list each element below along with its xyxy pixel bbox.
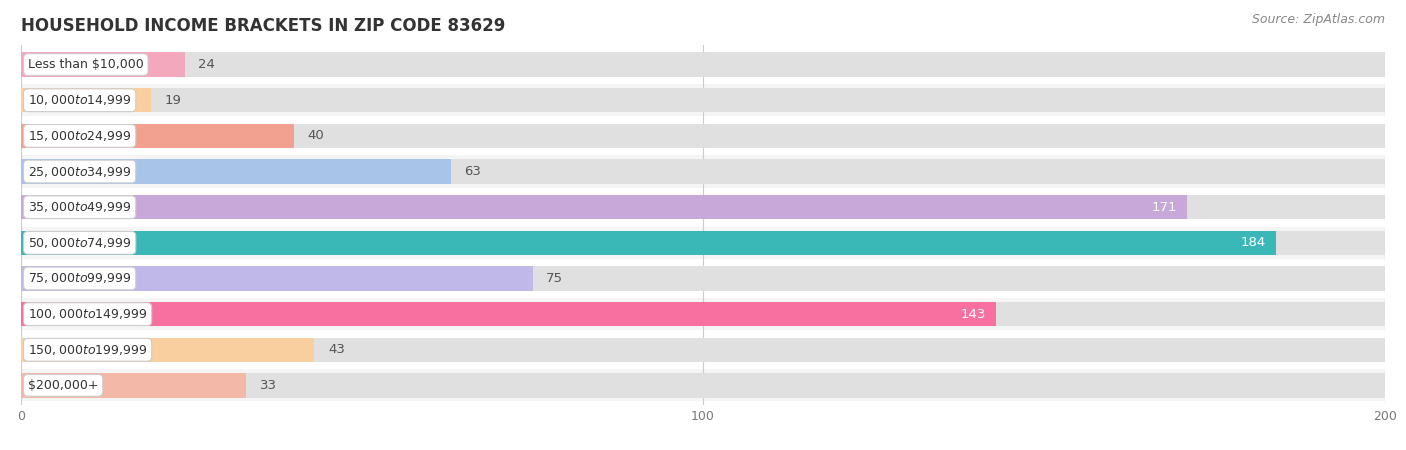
Text: 40: 40 — [308, 130, 325, 142]
Text: 33: 33 — [260, 379, 277, 392]
Bar — [21, 369, 1385, 401]
Text: 43: 43 — [328, 343, 344, 356]
Bar — [21, 53, 1385, 76]
Text: $100,000 to $149,999: $100,000 to $149,999 — [28, 307, 148, 321]
Bar — [21, 374, 1385, 397]
Bar — [21, 49, 1385, 81]
Bar — [21, 124, 294, 148]
Bar — [21, 338, 1385, 362]
Text: $200,000+: $200,000+ — [28, 379, 98, 392]
Bar — [21, 195, 1187, 219]
Bar — [21, 124, 1385, 148]
Text: $35,000 to $49,999: $35,000 to $49,999 — [28, 200, 131, 214]
Bar — [21, 88, 1385, 112]
Text: $50,000 to $74,999: $50,000 to $74,999 — [28, 236, 131, 250]
Bar — [21, 191, 1385, 223]
Bar — [21, 374, 246, 397]
Bar — [21, 262, 1385, 294]
Text: 24: 24 — [198, 58, 215, 71]
Bar — [21, 338, 315, 362]
Bar — [21, 302, 1385, 326]
Bar — [21, 159, 451, 184]
Text: $75,000 to $99,999: $75,000 to $99,999 — [28, 271, 131, 285]
Bar — [21, 195, 1385, 219]
Bar — [21, 266, 533, 291]
Bar — [21, 156, 1385, 188]
Bar — [21, 266, 1385, 291]
Bar — [21, 334, 1385, 366]
Text: $15,000 to $24,999: $15,000 to $24,999 — [28, 129, 131, 143]
Bar — [21, 53, 184, 76]
Bar — [21, 231, 1385, 255]
Bar — [21, 159, 1385, 184]
Text: $150,000 to $199,999: $150,000 to $199,999 — [28, 343, 148, 357]
Bar — [21, 120, 1385, 152]
Text: 184: 184 — [1240, 236, 1265, 249]
Bar — [21, 298, 1385, 330]
Text: 63: 63 — [464, 165, 481, 178]
Text: $25,000 to $34,999: $25,000 to $34,999 — [28, 165, 131, 179]
Text: Source: ZipAtlas.com: Source: ZipAtlas.com — [1251, 14, 1385, 27]
Bar — [21, 302, 997, 326]
Bar — [21, 231, 1275, 255]
Bar — [21, 84, 1385, 116]
Bar — [21, 88, 150, 112]
Text: $10,000 to $14,999: $10,000 to $14,999 — [28, 93, 131, 107]
Text: 75: 75 — [546, 272, 564, 285]
Text: 171: 171 — [1152, 201, 1177, 214]
Text: Less than $10,000: Less than $10,000 — [28, 58, 143, 71]
Text: HOUSEHOLD INCOME BRACKETS IN ZIP CODE 83629: HOUSEHOLD INCOME BRACKETS IN ZIP CODE 83… — [21, 17, 506, 35]
Bar — [21, 227, 1385, 259]
Text: 19: 19 — [165, 94, 181, 107]
Text: 143: 143 — [960, 308, 986, 320]
